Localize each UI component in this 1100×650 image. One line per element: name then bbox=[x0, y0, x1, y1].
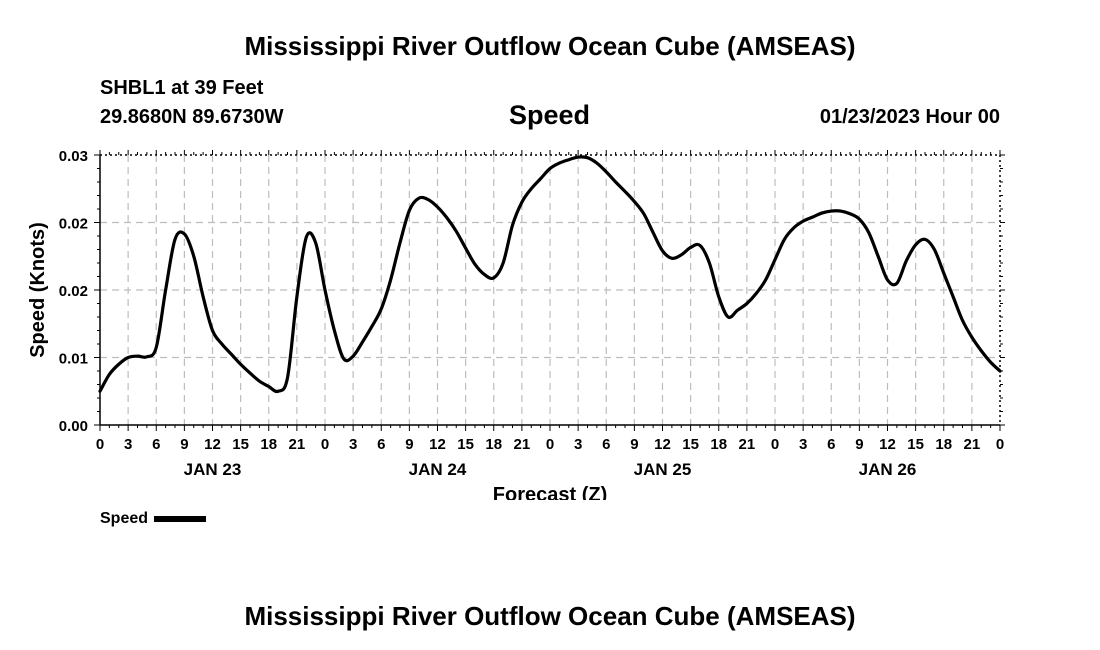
y-tick-label: 0.02 bbox=[59, 283, 88, 300]
x-tick-label: 6 bbox=[377, 436, 385, 453]
run-time-label: 01/23/2023 Hour 00 bbox=[819, 106, 1000, 128]
date-label: JAN 26 bbox=[859, 460, 917, 479]
x-tick-label: 21 bbox=[514, 436, 531, 453]
speed-series-line bbox=[98, 155, 1002, 394]
x-tick-label: 21 bbox=[289, 436, 306, 453]
x-tick-label: 21 bbox=[739, 436, 756, 453]
x-tick-label: 0 bbox=[996, 436, 1004, 453]
variable-label: Speed bbox=[509, 100, 591, 130]
x-tick-label: 0 bbox=[96, 436, 104, 453]
chart-ticks bbox=[94, 150, 1005, 431]
x-tick-label: 9 bbox=[180, 436, 188, 453]
x-tick-label: 12 bbox=[879, 436, 896, 453]
chart-footer-title: Mississippi River Outflow Ocean Cube (AM… bbox=[244, 601, 856, 631]
x-axis-title: Forecast (Z) bbox=[493, 484, 607, 500]
speed-chart: 0 3 6 9 12 15 18 21 0 3 6 9 12 15 18 21 0 3 6 9 12 15 18 21 0 3 6 9… bbox=[27, 148, 1005, 500]
x-tick-label: 0 bbox=[771, 436, 779, 453]
legend: Speed bbox=[100, 510, 207, 528]
station-label: SHBL1 at 39 Feet bbox=[100, 77, 264, 99]
x-tick-label: 21 bbox=[964, 436, 981, 453]
x-tick-label: 6 bbox=[602, 436, 610, 453]
x-tick-label: 12 bbox=[204, 436, 221, 453]
chart-series bbox=[98, 155, 1002, 394]
x-tick-label: 15 bbox=[457, 436, 474, 453]
x-tick-label: 12 bbox=[429, 436, 446, 453]
x-tick-label: 12 bbox=[654, 436, 671, 453]
x-tick-label: 3 bbox=[574, 436, 582, 453]
chart-labels: 0 3 6 9 12 15 18 21 0 3 6 9 12 15 18 21 0 3 6 9 12 15 18 21 0 3 6 9… bbox=[27, 148, 1004, 500]
date-label: JAN 24 bbox=[409, 460, 467, 479]
x-tick-label: 15 bbox=[682, 436, 699, 453]
y-tick-label: 0.01 bbox=[59, 351, 88, 368]
chart-grid bbox=[100, 155, 1000, 425]
y-tick-label: 0.03 bbox=[59, 148, 88, 165]
x-tick-label: 9 bbox=[855, 436, 863, 453]
x-tick-label: 9 bbox=[405, 436, 413, 453]
y-tick-label: 0.00 bbox=[59, 418, 88, 435]
x-tick-label: 0 bbox=[321, 436, 329, 453]
x-tick-label: 3 bbox=[349, 436, 357, 453]
x-tick-label: 3 bbox=[799, 436, 807, 453]
x-tick-label: 9 bbox=[630, 436, 638, 453]
x-tick-label: 18 bbox=[260, 436, 277, 453]
x-tick-label: 18 bbox=[935, 436, 952, 453]
x-tick-label: 3 bbox=[124, 436, 132, 453]
x-tick-label: 18 bbox=[485, 436, 502, 453]
x-tick-label: 18 bbox=[710, 436, 727, 453]
date-label: JAN 25 bbox=[634, 460, 692, 479]
legend-label: Speed bbox=[100, 510, 149, 527]
y-axis-title: Speed (Knots) bbox=[27, 222, 49, 358]
y-tick-label: 0.02 bbox=[59, 216, 88, 233]
chart-main-title: Mississippi River Outflow Ocean Cube (AM… bbox=[244, 31, 856, 61]
x-tick-label: 6 bbox=[152, 436, 160, 453]
x-tick-label: 6 bbox=[827, 436, 835, 453]
date-label: JAN 23 bbox=[184, 460, 242, 479]
x-tick-label: 0 bbox=[546, 436, 554, 453]
position-label: 29.8680N 89.6730W bbox=[100, 106, 284, 128]
x-tick-label: 15 bbox=[232, 436, 249, 453]
x-tick-label: 15 bbox=[907, 436, 924, 453]
legend-line-swatch bbox=[154, 516, 207, 522]
